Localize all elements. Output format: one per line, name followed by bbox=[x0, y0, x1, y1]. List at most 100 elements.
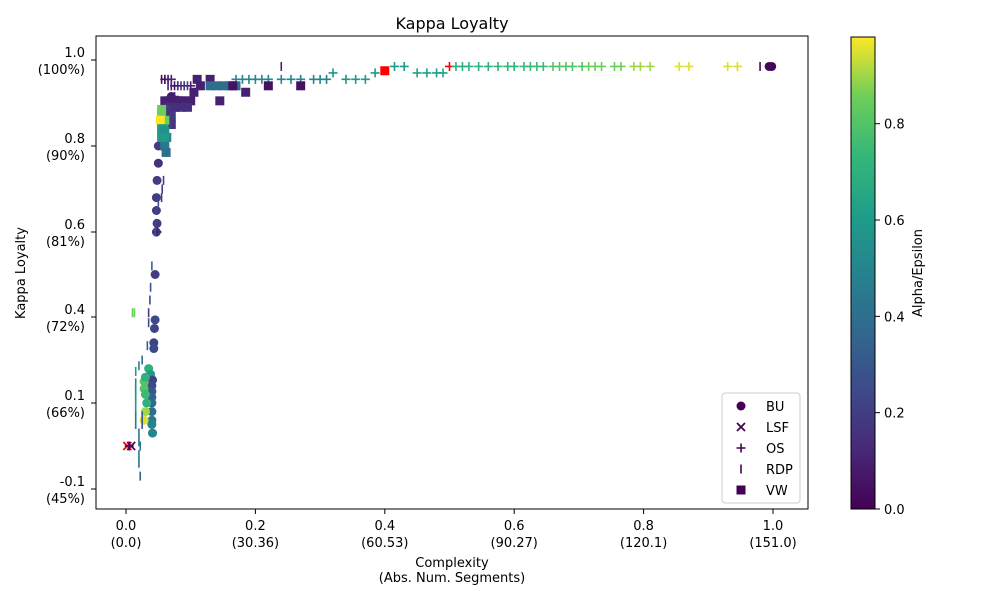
legend-frame bbox=[721, 392, 801, 504]
legend-marker-vw bbox=[736, 485, 746, 495]
data-point-bu bbox=[140, 407, 150, 417]
colorbar-tick-label: 0.8 bbox=[884, 118, 905, 133]
data-point-vw bbox=[176, 102, 186, 112]
legend-label-vw: VW bbox=[766, 484, 788, 499]
data-point-os bbox=[645, 61, 655, 71]
y-axis-label: Kappa Loyalty bbox=[14, 227, 29, 319]
y-tick-sublabel: (100%) bbox=[38, 63, 85, 78]
data-point-vw bbox=[228, 81, 238, 91]
data-point-os bbox=[538, 61, 548, 71]
data-point-vw bbox=[182, 102, 192, 112]
y-tick-sublabel: (72%) bbox=[46, 320, 85, 335]
data-point-os bbox=[732, 61, 742, 71]
data-point-bu bbox=[152, 175, 162, 185]
x-tick-label: 0.2 bbox=[245, 519, 266, 534]
data-point-vw bbox=[263, 81, 273, 91]
x-axis-ticks: 0.0 (0.0) 0.2 (30.36) 0.4 (60.53) 0.6 (90.27) 0.… bbox=[111, 509, 797, 551]
data-point-os bbox=[493, 61, 503, 71]
data-point-vw bbox=[218, 81, 228, 91]
data-point-os bbox=[124, 441, 134, 451]
legend: BU LSF OS RDP VW bbox=[721, 392, 801, 504]
x-tick-sublabel: (120.1) bbox=[620, 536, 667, 551]
x-tick-label: 0.0 bbox=[116, 519, 137, 534]
chart-title: Kappa Loyalty bbox=[395, 14, 508, 33]
y-tick-label: 0.6 bbox=[64, 218, 85, 233]
data-point-os bbox=[390, 61, 400, 71]
colorbar-tick-label: 0.4 bbox=[884, 310, 905, 325]
data-point-os bbox=[723, 61, 733, 71]
data-point-vw bbox=[296, 81, 306, 91]
data-point-vw bbox=[160, 126, 170, 136]
data-point-os bbox=[635, 61, 645, 71]
y-tick-sublabel: (81%) bbox=[46, 235, 85, 250]
y-tick-label: 0.1 bbox=[64, 389, 85, 404]
colorbar-label: Alpha/Epsilon bbox=[911, 229, 926, 317]
legend-marker-bu bbox=[736, 401, 746, 411]
data-point-vw bbox=[161, 147, 171, 157]
series-bu bbox=[139, 61, 777, 438]
legend-marker-os bbox=[736, 443, 746, 453]
series-rdp bbox=[131, 61, 761, 481]
data-point-os bbox=[360, 74, 370, 84]
colorbar-tick-label: 0.2 bbox=[884, 407, 905, 422]
data-point-bu bbox=[139, 415, 149, 425]
legend-label-bu: BU bbox=[766, 400, 784, 415]
data-point-vw bbox=[160, 96, 170, 106]
data-point-vw bbox=[215, 96, 225, 106]
y-tick-label: 1.0 bbox=[64, 46, 85, 61]
data-point-bu bbox=[148, 428, 158, 438]
data-point-os bbox=[422, 68, 432, 78]
data-point-bu bbox=[153, 158, 163, 168]
data-point-os bbox=[322, 74, 332, 84]
data-point-vw bbox=[195, 81, 205, 91]
colorbar: 0.0 0.2 0.4 0.6 0.8 Alpha/Epsilon bbox=[850, 36, 926, 518]
data-point-bu bbox=[150, 315, 160, 325]
data-point-bu bbox=[140, 389, 150, 399]
data-point-os bbox=[483, 61, 493, 71]
data-point-os bbox=[351, 74, 361, 84]
data-point-bu bbox=[764, 61, 774, 71]
data-point-os bbox=[412, 68, 422, 78]
data-point-bu bbox=[152, 218, 162, 228]
y-tick-label: 0.8 bbox=[64, 132, 85, 147]
data-point-vw bbox=[241, 87, 251, 97]
data-point-vw bbox=[186, 96, 196, 106]
data-point-os bbox=[597, 61, 607, 71]
y-tick-sublabel: (45%) bbox=[46, 492, 85, 507]
data-point-vw bbox=[380, 66, 390, 76]
series-vw bbox=[155, 66, 390, 157]
x-tick-label: 0.8 bbox=[633, 519, 654, 534]
legend-label-os: OS bbox=[766, 442, 784, 457]
data-point-vw bbox=[205, 81, 215, 91]
data-point-bu bbox=[147, 407, 157, 417]
series-os bbox=[124, 61, 742, 451]
data-point-os bbox=[464, 61, 474, 71]
data-point-os bbox=[616, 61, 626, 71]
data-point-bu bbox=[149, 323, 159, 333]
x-axis-label: Complexity bbox=[415, 556, 489, 571]
y-tick-label: -0.1 bbox=[60, 475, 85, 490]
legend-label-rdp: RDP bbox=[766, 463, 793, 478]
data-point-os bbox=[438, 68, 448, 78]
data-point-os bbox=[684, 61, 694, 71]
data-point-vw bbox=[192, 74, 202, 84]
data-point-vw bbox=[160, 141, 170, 151]
data-point-bu bbox=[149, 344, 159, 354]
data-point-os bbox=[152, 227, 162, 237]
data-point-vw bbox=[157, 132, 167, 142]
y-tick-label: 0.4 bbox=[64, 303, 85, 318]
data-point-os bbox=[286, 74, 296, 84]
x-tick-sublabel: (60.53) bbox=[361, 536, 408, 551]
x-tick-sublabel: (30.36) bbox=[232, 536, 279, 551]
y-axis-ticks: -0.1 (45%) 0.1 (66%) 0.4 (72%) 0.6 (81%) 0.8 (90%… bbox=[38, 46, 96, 507]
data-point-bu bbox=[150, 270, 160, 279]
data-point-vw bbox=[205, 74, 215, 84]
colorbar-tick-label: 0.0 bbox=[884, 503, 905, 518]
x-tick-sublabel: (90.27) bbox=[491, 536, 538, 551]
data-point-os bbox=[399, 61, 409, 71]
legend-marker-lsf bbox=[736, 422, 746, 432]
data-point-os bbox=[674, 61, 684, 71]
colorbar-gradient bbox=[850, 36, 876, 510]
colorbar-tick-label: 0.6 bbox=[884, 214, 905, 229]
data-point-vw bbox=[157, 104, 167, 114]
